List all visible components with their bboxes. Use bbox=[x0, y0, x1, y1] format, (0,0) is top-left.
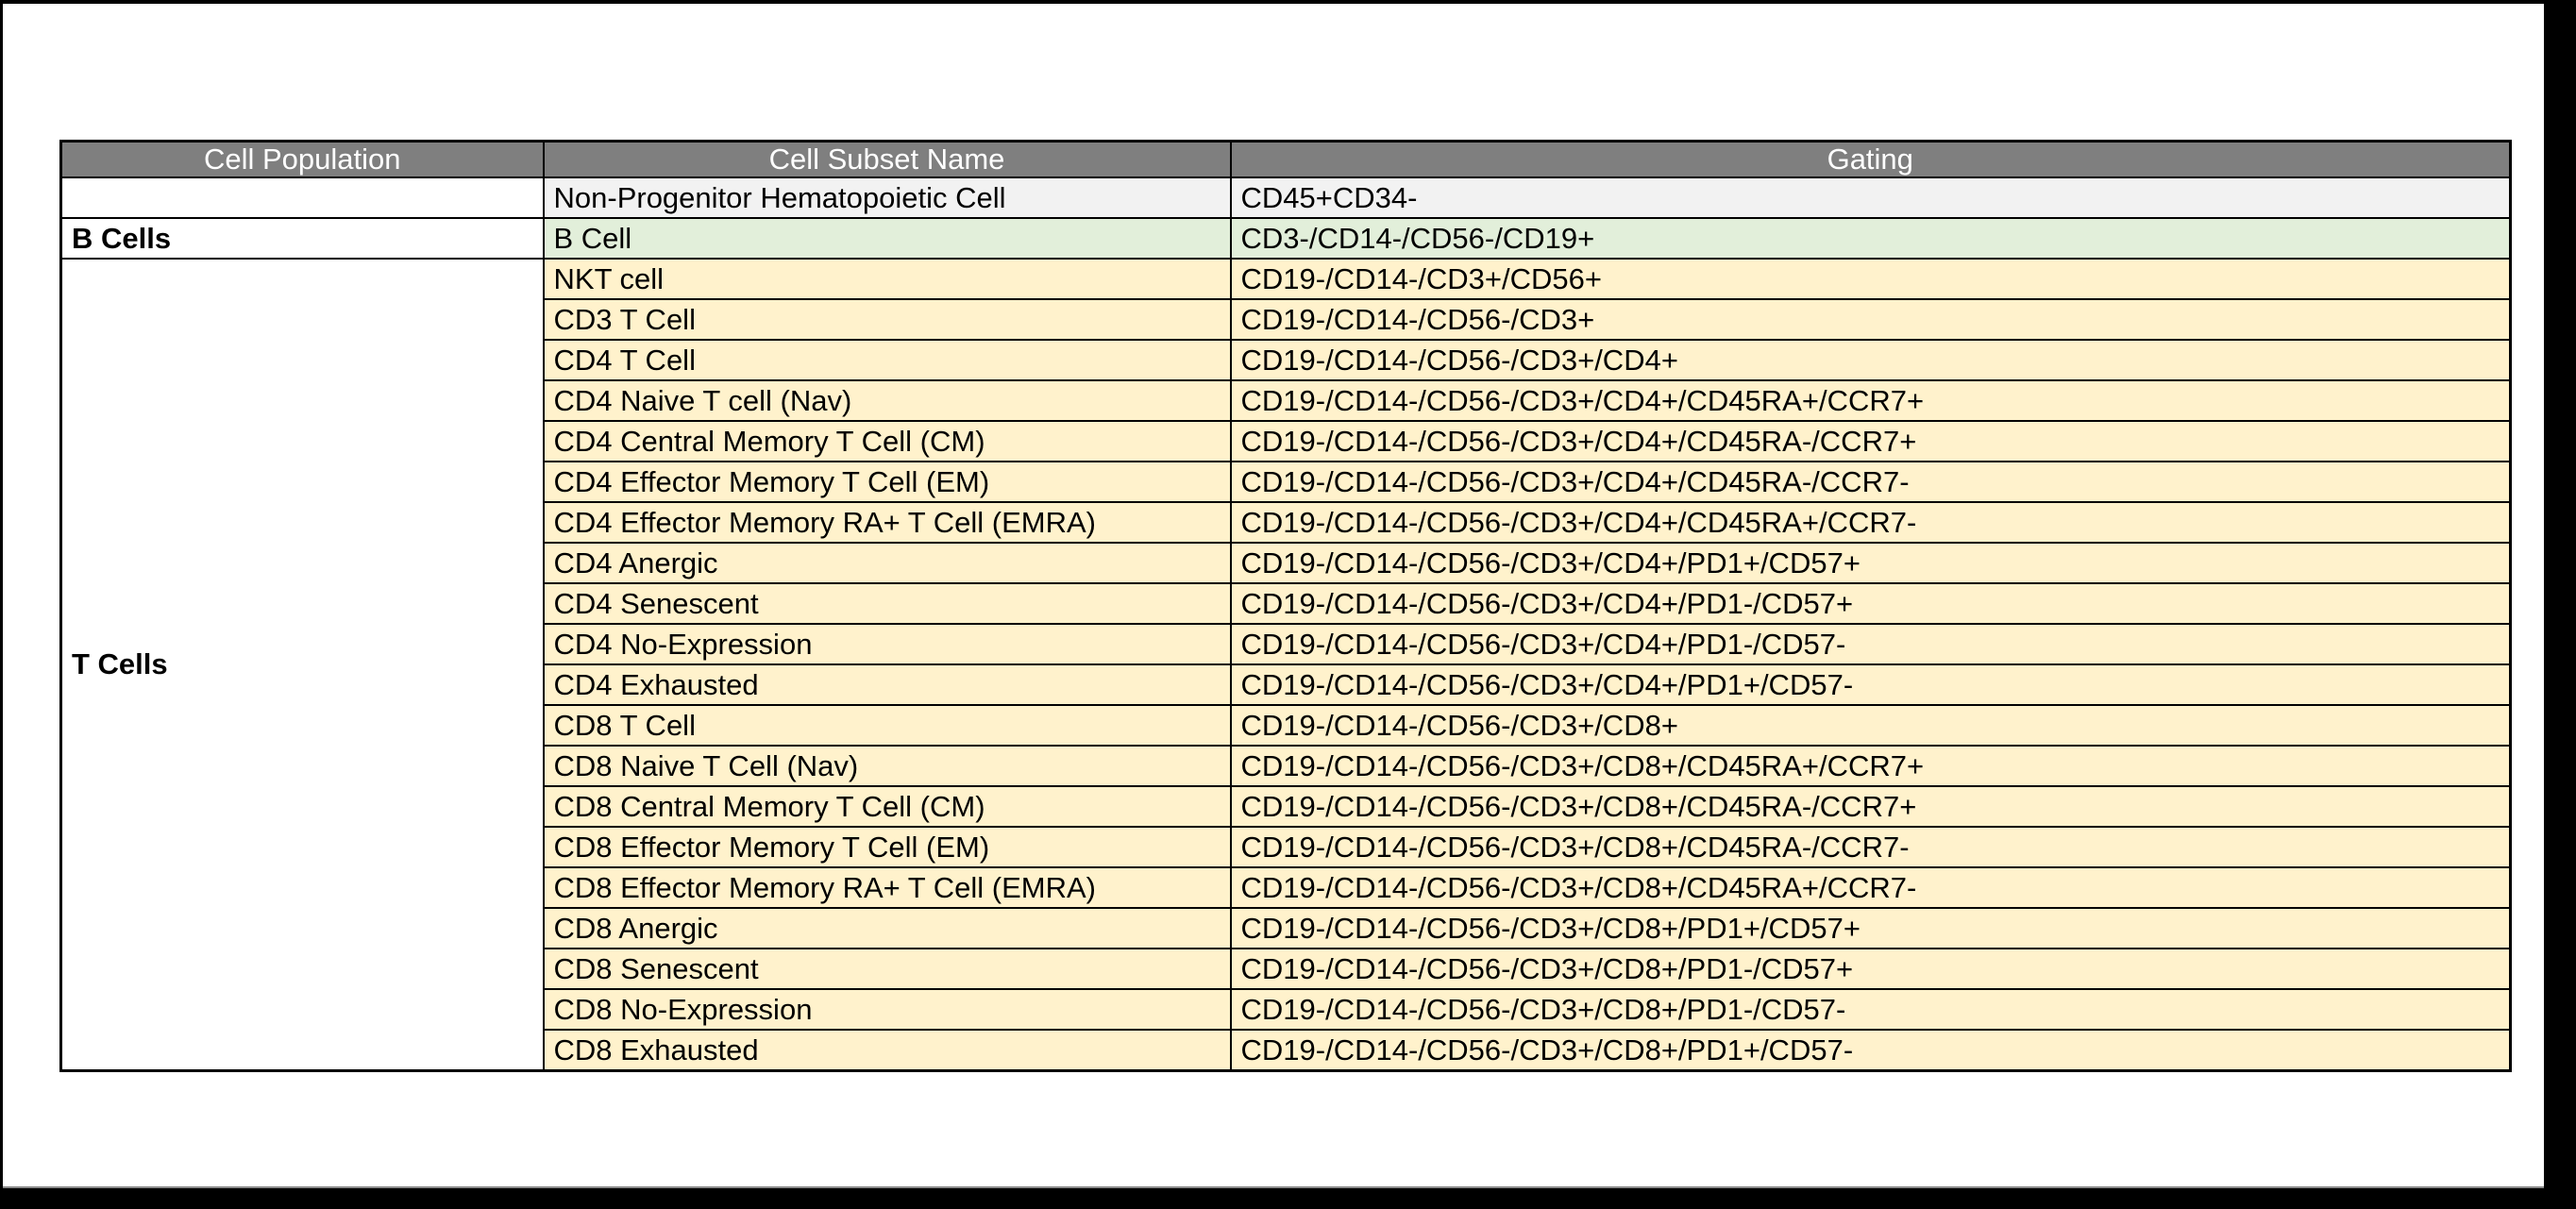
gating-cell: CD19-/CD14-/CD56-/CD3+/CD8+ bbox=[1231, 705, 2511, 746]
gating-cell: CD45+CD34- bbox=[1231, 177, 2511, 218]
subset-name-cell: CD8 Central Memory T Cell (CM) bbox=[544, 786, 1231, 827]
gating-cell: CD19-/CD14-/CD56-/CD3+/CD4+/CD45RA-/CCR7… bbox=[1231, 421, 2511, 462]
subset-name-cell: NKT cell bbox=[544, 259, 1231, 299]
subset-name-cell: CD8 Effector Memory RA+ T Cell (EMRA) bbox=[544, 867, 1231, 908]
subset-name-cell: CD8 Effector Memory T Cell (EM) bbox=[544, 827, 1231, 867]
gating-cell: CD3-/CD14-/CD56-/CD19+ bbox=[1231, 218, 2511, 259]
subset-name-cell: CD3 T Cell bbox=[544, 299, 1231, 340]
gating-cell: CD19-/CD14-/CD3+/CD56+ bbox=[1231, 259, 2511, 299]
column-header-cell-subset-name: Cell Subset Name bbox=[544, 142, 1231, 178]
table-row: T CellsNKT cellCD19-/CD14-/CD3+/CD56+ bbox=[61, 259, 2511, 299]
subset-name-cell: CD8 Naive T Cell (Nav) bbox=[544, 746, 1231, 786]
subset-name-cell: Non-Progenitor Hematopoietic Cell bbox=[544, 177, 1231, 218]
gating-cell: CD19-/CD14-/CD56-/CD3+/CD4+/PD1-/CD57+ bbox=[1231, 583, 2511, 624]
column-header-gating: Gating bbox=[1231, 142, 2511, 178]
population-cell: T Cells bbox=[61, 259, 544, 1071]
subset-name-cell: CD4 No-Expression bbox=[544, 624, 1231, 664]
population-cell bbox=[61, 177, 544, 218]
gating-cell: CD19-/CD14-/CD56-/CD3+/CD8+/CD45RA+/CCR7… bbox=[1231, 867, 2511, 908]
gating-cell: CD19-/CD14-/CD56-/CD3+/CD4+/PD1-/CD57- bbox=[1231, 624, 2511, 664]
population-cell: B Cells bbox=[61, 218, 544, 259]
document-page: Cell Population Cell Subset Name Gating … bbox=[3, 4, 2544, 1188]
subset-name-cell: CD4 Senescent bbox=[544, 583, 1231, 624]
subset-name-cell: CD4 Effector Memory T Cell (EM) bbox=[544, 462, 1231, 502]
gating-cell: CD19-/CD14-/CD56-/CD3+/CD4+/CD45RA+/CCR7… bbox=[1231, 380, 2511, 421]
table-row: Non-Progenitor Hematopoietic CellCD45+CD… bbox=[61, 177, 2511, 218]
gating-cell: CD19-/CD14-/CD56-/CD3+/CD4+/CD45RA-/CCR7… bbox=[1231, 462, 2511, 502]
subset-name-cell: CD8 Senescent bbox=[544, 949, 1231, 989]
gating-cell: CD19-/CD14-/CD56-/CD3+/CD4+/PD1+/CD57+ bbox=[1231, 543, 2511, 583]
subset-name-cell: CD4 Exhausted bbox=[544, 664, 1231, 705]
cell-subset-gating-table: Cell Population Cell Subset Name Gating … bbox=[59, 140, 2512, 1072]
subset-name-cell: CD4 Central Memory T Cell (CM) bbox=[544, 421, 1231, 462]
gating-cell: CD19-/CD14-/CD56-/CD3+/CD4+ bbox=[1231, 340, 2511, 380]
table-header-row: Cell Population Cell Subset Name Gating bbox=[61, 142, 2511, 178]
gating-cell: CD19-/CD14-/CD56-/CD3+/CD4+/CD45RA+/CCR7… bbox=[1231, 502, 2511, 543]
gating-cell: CD19-/CD14-/CD56-/CD3+/CD8+/PD1-/CD57- bbox=[1231, 989, 2511, 1030]
subset-name-cell: CD4 T Cell bbox=[544, 340, 1231, 380]
gating-cell: CD19-/CD14-/CD56-/CD3+ bbox=[1231, 299, 2511, 340]
gating-cell: CD19-/CD14-/CD56-/CD3+/CD8+/PD1+/CD57- bbox=[1231, 1030, 2511, 1071]
gating-cell: CD19-/CD14-/CD56-/CD3+/CD8+/PD1-/CD57+ bbox=[1231, 949, 2511, 989]
gating-cell: CD19-/CD14-/CD56-/CD3+/CD8+/CD45RA-/CCR7… bbox=[1231, 786, 2511, 827]
subset-name-cell: CD8 Anergic bbox=[544, 908, 1231, 949]
column-header-cell-population: Cell Population bbox=[61, 142, 544, 178]
subset-name-cell: CD4 Naive T cell (Nav) bbox=[544, 380, 1231, 421]
subset-name-cell: CD8 No-Expression bbox=[544, 989, 1231, 1030]
subset-name-cell: CD4 Anergic bbox=[544, 543, 1231, 583]
gating-cell: CD19-/CD14-/CD56-/CD3+/CD8+/CD45RA+/CCR7… bbox=[1231, 746, 2511, 786]
subset-name-cell: CD4 Effector Memory RA+ T Cell (EMRA) bbox=[544, 502, 1231, 543]
subset-name-cell: CD8 T Cell bbox=[544, 705, 1231, 746]
subset-name-cell: B Cell bbox=[544, 218, 1231, 259]
gating-cell: CD19-/CD14-/CD56-/CD3+/CD8+/PD1+/CD57+ bbox=[1231, 908, 2511, 949]
subset-name-cell: CD8 Exhausted bbox=[544, 1030, 1231, 1071]
table-row: B CellsB CellCD3-/CD14-/CD56-/CD19+ bbox=[61, 218, 2511, 259]
gating-cell: CD19-/CD14-/CD56-/CD3+/CD4+/PD1+/CD57- bbox=[1231, 664, 2511, 705]
gating-cell: CD19-/CD14-/CD56-/CD3+/CD8+/CD45RA-/CCR7… bbox=[1231, 827, 2511, 867]
